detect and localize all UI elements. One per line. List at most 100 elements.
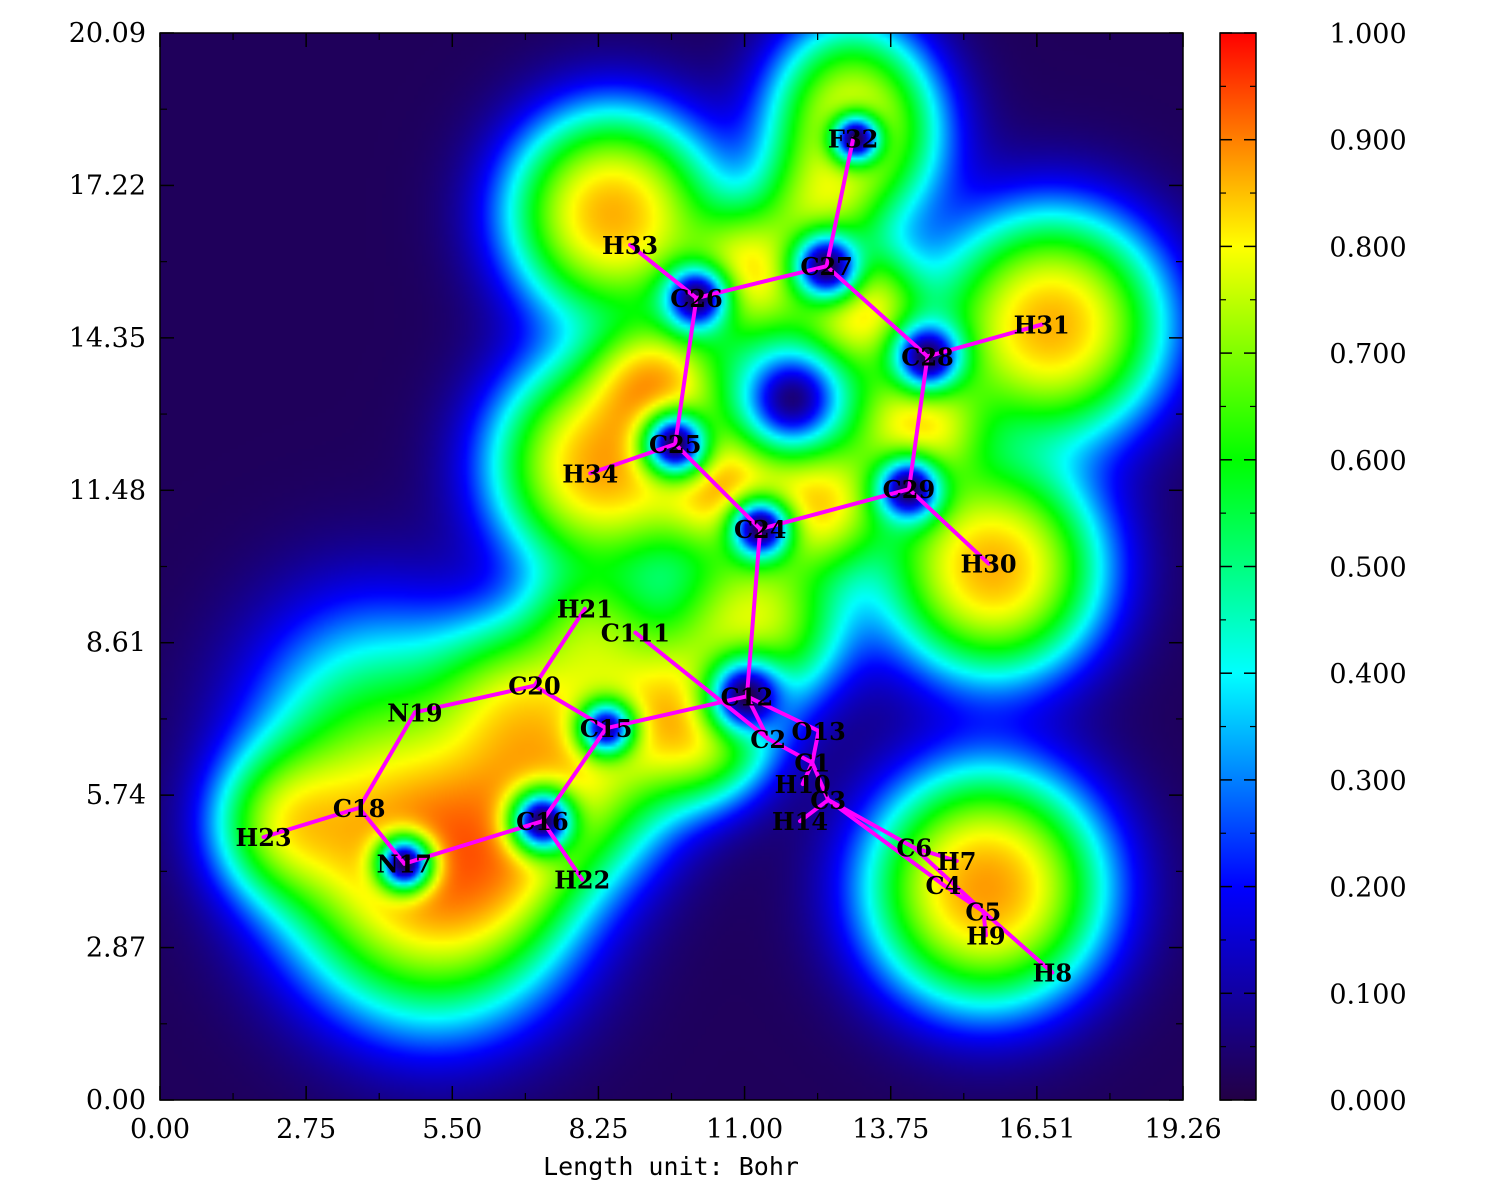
bond-N17-C18 bbox=[357, 805, 407, 866]
atom-label-h7: H7 bbox=[937, 847, 976, 876]
bond-C26-H33 bbox=[628, 242, 699, 301]
colorbar-tick-label: 0.800 bbox=[1329, 232, 1406, 263]
bond-C28-C29 bbox=[906, 354, 930, 492]
atom-label-h9: H9 bbox=[966, 921, 1005, 950]
colorbar: 0.000 0.100 0.200 0.300 0.400 0.500 0.600 0.700… bbox=[1219, 19, 1407, 1117]
atom-label-f32: F32 bbox=[828, 125, 878, 154]
bond-C2-C12 bbox=[744, 694, 771, 741]
atom-label-c16: C16 bbox=[516, 807, 569, 836]
atom-label-h34: H34 bbox=[562, 459, 618, 488]
bond-C2-C111 bbox=[633, 630, 771, 741]
y-tick-label: 20.09 bbox=[69, 18, 146, 49]
bonds-layer bbox=[261, 136, 1055, 975]
atom-label-c28: C28 bbox=[901, 342, 954, 371]
x-axis: 0.00 2.75 5.50 8.25 11.00 13.75 16.51 19.26 bbox=[130, 33, 1222, 1145]
atom-label-n17: N17 bbox=[377, 850, 432, 879]
bond-C6-C5 bbox=[912, 845, 986, 914]
colorbar-tick-label: 0.500 bbox=[1329, 553, 1406, 584]
x-tick-label: 2.75 bbox=[276, 1114, 336, 1145]
atom-label-h10: H10 bbox=[775, 770, 831, 799]
y-tick-label: 5.74 bbox=[86, 780, 146, 811]
atom-label-c12: C12 bbox=[721, 682, 774, 711]
bond-C15-C16 bbox=[540, 726, 609, 824]
bond-C1-H10 bbox=[800, 760, 815, 786]
colorbar-tick-label: 0.900 bbox=[1329, 126, 1406, 157]
bond-C28-H31 bbox=[925, 322, 1044, 359]
atom-label-c29: C29 bbox=[883, 475, 936, 504]
x-axis-title: Length unit: Bohr bbox=[543, 1152, 799, 1181]
atom-label-h23: H23 bbox=[236, 823, 292, 852]
atom-label-c25: C25 bbox=[649, 430, 702, 459]
bond-C3-C4 bbox=[826, 797, 946, 887]
y-tick-label: 8.61 bbox=[86, 628, 146, 659]
bond-C1-O13 bbox=[810, 728, 821, 765]
y-axis: 0.00 2.87 5.74 8.61 11.48 14.35 17.22 20.09 bbox=[69, 18, 1183, 1116]
x-tick-label: 11.00 bbox=[706, 1114, 783, 1145]
x-tick-label: 0.00 bbox=[130, 1114, 190, 1145]
plot-area bbox=[159, 32, 1184, 1101]
colorbar-tick-label: 0.200 bbox=[1329, 873, 1406, 904]
atom-label-h22: H22 bbox=[554, 866, 610, 895]
bond-C12-C24 bbox=[744, 527, 763, 699]
atom-label-n19: N19 bbox=[387, 698, 442, 727]
bond-C16-H22 bbox=[540, 819, 585, 882]
colorbar-tick-label: 0.400 bbox=[1329, 659, 1406, 690]
x-tick-label: 19.26 bbox=[1144, 1114, 1221, 1145]
atom-label-c27: C27 bbox=[800, 252, 853, 281]
atom-label-c20: C20 bbox=[508, 672, 561, 701]
atom-label-h30: H30 bbox=[961, 550, 1017, 579]
bond-C25-H34 bbox=[588, 442, 678, 476]
colorbar-tick-label: 0.100 bbox=[1329, 979, 1406, 1010]
atom-label-c26: C26 bbox=[670, 284, 723, 313]
bond-C27-F32 bbox=[824, 136, 856, 269]
bond-C1-C3 bbox=[810, 760, 831, 802]
atom-label-h33: H33 bbox=[602, 231, 658, 260]
bond-C24-C25 bbox=[673, 442, 763, 532]
bond-N19-C20 bbox=[412, 683, 537, 715]
atom-label-h31: H31 bbox=[1014, 311, 1070, 340]
colorbar-tick-label: 1.000 bbox=[1329, 19, 1406, 50]
atom-label-c4: C4 bbox=[926, 871, 962, 900]
atom-label-c3: C3 bbox=[810, 786, 846, 815]
atom-label-c2: C2 bbox=[750, 725, 786, 754]
heatmap-field bbox=[160, 33, 1183, 1100]
bond-C6-H7 bbox=[912, 845, 959, 864]
atom-label-c111: C111 bbox=[601, 619, 670, 648]
bond-C15-C20 bbox=[532, 683, 609, 731]
atom-label-h14: H14 bbox=[772, 807, 828, 836]
bond-C27-C28 bbox=[824, 264, 930, 359]
colorbar-tick-label: 0.300 bbox=[1329, 766, 1406, 797]
bond-C18-N19 bbox=[357, 710, 417, 810]
colorbar-tick-label: 0.600 bbox=[1329, 446, 1406, 477]
bond-C12-O13 bbox=[744, 694, 821, 733]
atom-label-c1: C1 bbox=[794, 749, 830, 778]
bond-C1-C2 bbox=[766, 736, 815, 765]
atom-label-c6: C6 bbox=[896, 834, 932, 863]
colorbar-tick-label: 0.700 bbox=[1329, 339, 1406, 370]
y-tick-label: 0.00 bbox=[86, 1085, 146, 1116]
x-tick-label: 16.51 bbox=[998, 1114, 1075, 1145]
y-tick-label: 14.35 bbox=[69, 323, 146, 354]
bond-C16-N17 bbox=[402, 819, 545, 866]
x-tick-label: 8.25 bbox=[568, 1114, 628, 1145]
y-tick-label: 11.48 bbox=[69, 475, 146, 506]
atom-label-c24: C24 bbox=[734, 515, 787, 544]
y-tick-label: 17.22 bbox=[69, 170, 146, 201]
bond-C20-H21 bbox=[532, 606, 587, 688]
bond-C29-H30 bbox=[906, 487, 991, 566]
bond-C12-C15 bbox=[604, 694, 749, 731]
atom-label-h21: H21 bbox=[557, 595, 613, 624]
bond-C3-H14 bbox=[798, 797, 831, 824]
atom-label-c5: C5 bbox=[965, 897, 1001, 926]
atom-label-h8: H8 bbox=[1033, 959, 1072, 988]
y-tick-label: 2.87 bbox=[86, 933, 146, 964]
bond-C24-C29 bbox=[758, 487, 911, 532]
colorbar-tick-label: 0.000 bbox=[1329, 1086, 1406, 1117]
bond-C26-C27 bbox=[694, 264, 829, 301]
x-tick-label: 13.75 bbox=[852, 1114, 929, 1145]
x-tick-label: 5.50 bbox=[422, 1114, 482, 1145]
bond-C18-H23 bbox=[261, 805, 362, 840]
atom-label-o13: O13 bbox=[791, 717, 845, 746]
